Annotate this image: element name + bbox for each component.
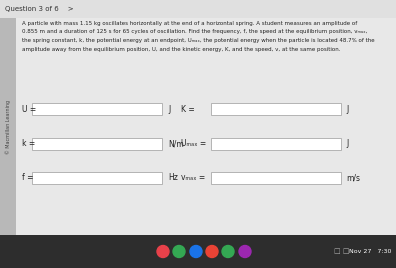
- Text: □ □: □ □: [334, 248, 350, 255]
- FancyBboxPatch shape: [32, 103, 162, 115]
- Circle shape: [206, 245, 218, 258]
- FancyBboxPatch shape: [0, 18, 16, 235]
- Text: A particle with mass 1.15 kg oscillates horizontally at the end of a horizontal : A particle with mass 1.15 kg oscillates …: [22, 21, 357, 26]
- FancyBboxPatch shape: [32, 138, 162, 150]
- Text: J: J: [168, 105, 170, 114]
- Text: N/m: N/m: [168, 140, 184, 148]
- Text: m/s: m/s: [346, 173, 360, 183]
- FancyBboxPatch shape: [0, 18, 396, 235]
- Circle shape: [190, 245, 202, 258]
- Text: amplitude away from the equilibrium position, U, and the kinetic energy, K, and : amplitude away from the equilibrium posi…: [22, 47, 341, 51]
- Circle shape: [239, 245, 251, 258]
- Circle shape: [157, 245, 169, 258]
- Text: f =: f =: [22, 173, 34, 183]
- FancyBboxPatch shape: [0, 235, 396, 268]
- Circle shape: [173, 245, 185, 258]
- Text: K =: K =: [181, 105, 195, 114]
- Text: the spring constant, k, the potential energy at an endpoint, Uₘₐₓ, the potential: the spring constant, k, the potential en…: [22, 38, 375, 43]
- Text: 0.855 m and a duration of 125 s for 65 cycles of oscillation. Find the frequency: 0.855 m and a duration of 125 s for 65 c…: [22, 29, 367, 35]
- FancyBboxPatch shape: [211, 103, 341, 115]
- Text: Hz: Hz: [168, 173, 178, 183]
- Text: © Macmillan Learning: © Macmillan Learning: [5, 99, 11, 154]
- Text: J: J: [346, 105, 348, 114]
- Text: Question 3 of 6    >: Question 3 of 6 >: [5, 6, 74, 12]
- FancyBboxPatch shape: [0, 0, 396, 18]
- FancyBboxPatch shape: [211, 172, 341, 184]
- Circle shape: [222, 245, 234, 258]
- FancyBboxPatch shape: [32, 172, 162, 184]
- Text: U =: U =: [22, 105, 36, 114]
- Text: J: J: [346, 140, 348, 148]
- Text: Uₘₐₓ =: Uₘₐₓ =: [181, 140, 206, 148]
- Text: k =: k =: [22, 140, 35, 148]
- Text: Nov 27   7:30: Nov 27 7:30: [349, 249, 391, 254]
- Text: vₘₐₓ =: vₘₐₓ =: [181, 173, 205, 183]
- FancyBboxPatch shape: [211, 138, 341, 150]
